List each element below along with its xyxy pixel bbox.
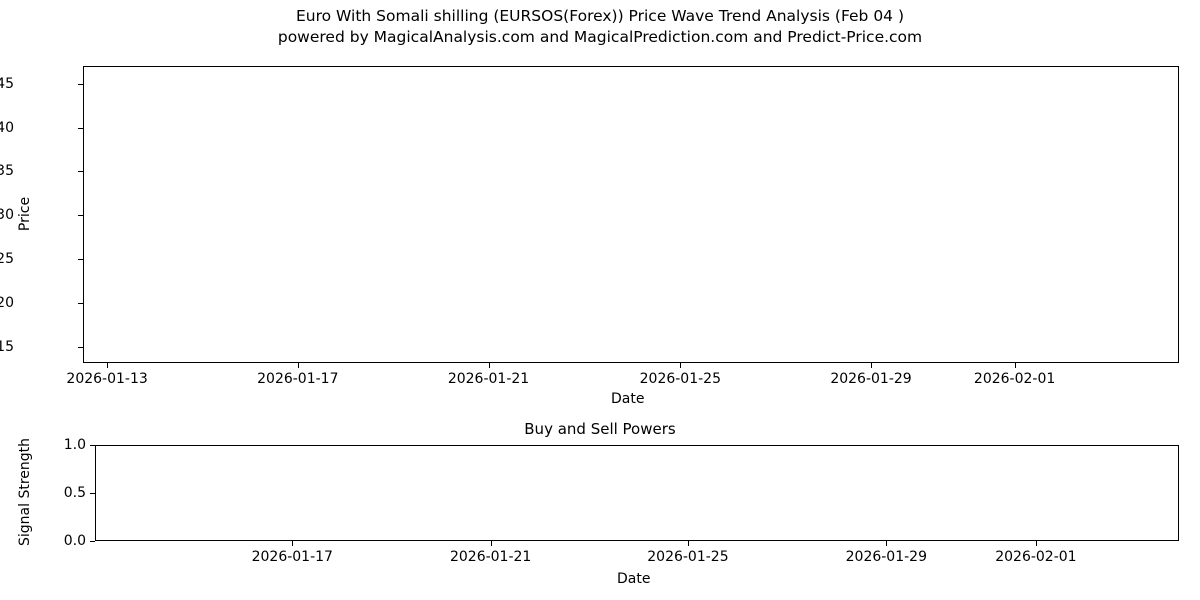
x-tick-mark	[1035, 541, 1037, 546]
x-tick-label: 2026-01-17	[251, 549, 333, 565]
x-tick-label: 2026-01-29	[845, 549, 927, 565]
y-tick-label: 645	[0, 75, 14, 92]
x-tick-mark	[687, 541, 689, 546]
y-tick-mark	[78, 303, 83, 305]
buy-sell-powers-title: Buy and Sell Powers	[524, 420, 676, 438]
y-tick-label: 615	[0, 339, 14, 356]
x-tick-label: 2026-02-01	[995, 549, 1077, 565]
page-title: Euro With Somali shilling (EURSOS(Forex)…	[295, 7, 905, 25]
y-tick-label: 630	[0, 207, 14, 224]
price-axis-label: Price	[17, 196, 33, 231]
buy-sell-date-axis-label: Date	[617, 571, 651, 587]
x-tick-label: 2026-01-25	[647, 549, 729, 565]
y-tick-label: 620	[0, 295, 14, 312]
x-tick-label: 2026-01-13	[66, 371, 148, 387]
x-tick-mark	[886, 541, 888, 546]
y-tick-label: 635	[0, 163, 14, 180]
x-tick-mark	[297, 363, 299, 368]
signal-strength-axis-label: Signal Strength	[17, 438, 33, 547]
y-tick-label: 640	[0, 119, 14, 136]
y-tick-label: 1.0	[63, 437, 86, 453]
x-tick-mark	[680, 363, 682, 368]
y-tick-mark	[90, 445, 95, 446]
page-subtitle: powered by MagicalAnalysis.com and Magic…	[277, 28, 923, 46]
price-wave-frame	[83, 66, 1179, 363]
y-tick-mark	[90, 493, 95, 494]
y-tick-label: 625	[0, 251, 14, 268]
x-tick-mark	[490, 541, 492, 546]
x-tick-label: 2026-02-01	[973, 371, 1056, 387]
x-tick-mark	[292, 541, 294, 546]
x-tick-label: 2026-01-29	[830, 371, 912, 387]
x-tick-label: 2026-01-21	[447, 371, 530, 387]
x-tick-mark	[488, 363, 490, 368]
y-tick-mark	[78, 259, 83, 261]
x-tick-label: 2026-01-25	[639, 371, 721, 387]
y-tick-mark	[78, 127, 83, 129]
chart-title-block: Euro With Somali shilling (EURSOS(Forex)…	[0, 6, 1200, 48]
x-tick-mark	[107, 363, 109, 368]
price-wave-chart: MagicalAnalysis.comMagicalPrediction.com…	[83, 66, 1179, 363]
buy-sell-frame	[95, 445, 1179, 541]
x-tick-mark	[1014, 363, 1016, 368]
x-tick-label: 2026-01-21	[449, 549, 532, 565]
price-date-axis-label: Date	[611, 391, 645, 407]
buy-sell-powers-chart: MagicalAnalysis.comMagicalPrediction.com	[95, 445, 1179, 541]
y-tick-mark	[78, 215, 83, 217]
y-tick-mark	[78, 347, 83, 349]
y-tick-mark	[78, 83, 83, 85]
x-tick-label: 2026-01-17	[257, 371, 339, 387]
y-tick-label: 0.5	[63, 485, 86, 501]
y-tick-label: 0.0	[63, 533, 86, 549]
y-tick-mark	[78, 171, 83, 173]
x-tick-mark	[871, 363, 873, 368]
y-tick-mark	[90, 541, 95, 542]
